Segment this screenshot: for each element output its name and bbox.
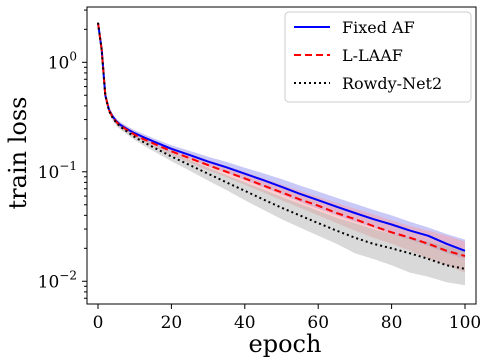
legend-frame bbox=[284, 11, 472, 103]
x-axis-label: epoch bbox=[249, 330, 322, 358]
plot-frame bbox=[86, 6, 477, 305]
x-tick-label: 20 bbox=[161, 313, 183, 333]
x-tick-label: 80 bbox=[381, 313, 403, 333]
y-tick-label: 10−2 bbox=[38, 268, 77, 292]
legend-label-series-1: Fixed AF bbox=[342, 18, 415, 37]
y-tick-label: 100 bbox=[48, 49, 77, 73]
legend-label-series-2: L-LAAF bbox=[342, 46, 403, 65]
band-series-2 bbox=[98, 22, 465, 273]
line-series-1 bbox=[97, 22, 466, 252]
y-tick-base: 10 bbox=[38, 272, 60, 292]
x-axis: 0 20 40 60 80 100 bbox=[93, 304, 481, 333]
series-lines bbox=[97, 22, 466, 270]
line-series-2 bbox=[97, 22, 466, 257]
legend: Fixed AF L-LAAF Rowdy-Net2 bbox=[284, 11, 472, 103]
x-tick-label: 40 bbox=[234, 313, 256, 333]
y-tick-base: 10 bbox=[48, 53, 70, 73]
y-tick-exponent: 0 bbox=[69, 49, 77, 63]
y-axis-label: train loss bbox=[4, 97, 32, 210]
y-tick-exponent: −1 bbox=[59, 159, 77, 173]
y-tick-exponent: −2 bbox=[59, 268, 77, 282]
line-series-3 bbox=[97, 22, 466, 270]
y-tick-label: 10−1 bbox=[38, 159, 77, 183]
y-tick-base: 10 bbox=[38, 163, 60, 183]
x-tick-label: 100 bbox=[449, 313, 481, 333]
x-tick-label: 0 bbox=[93, 313, 104, 333]
x-tick-label: 60 bbox=[307, 313, 329, 333]
legend-label-series-3: Rowdy-Net2 bbox=[342, 74, 442, 93]
